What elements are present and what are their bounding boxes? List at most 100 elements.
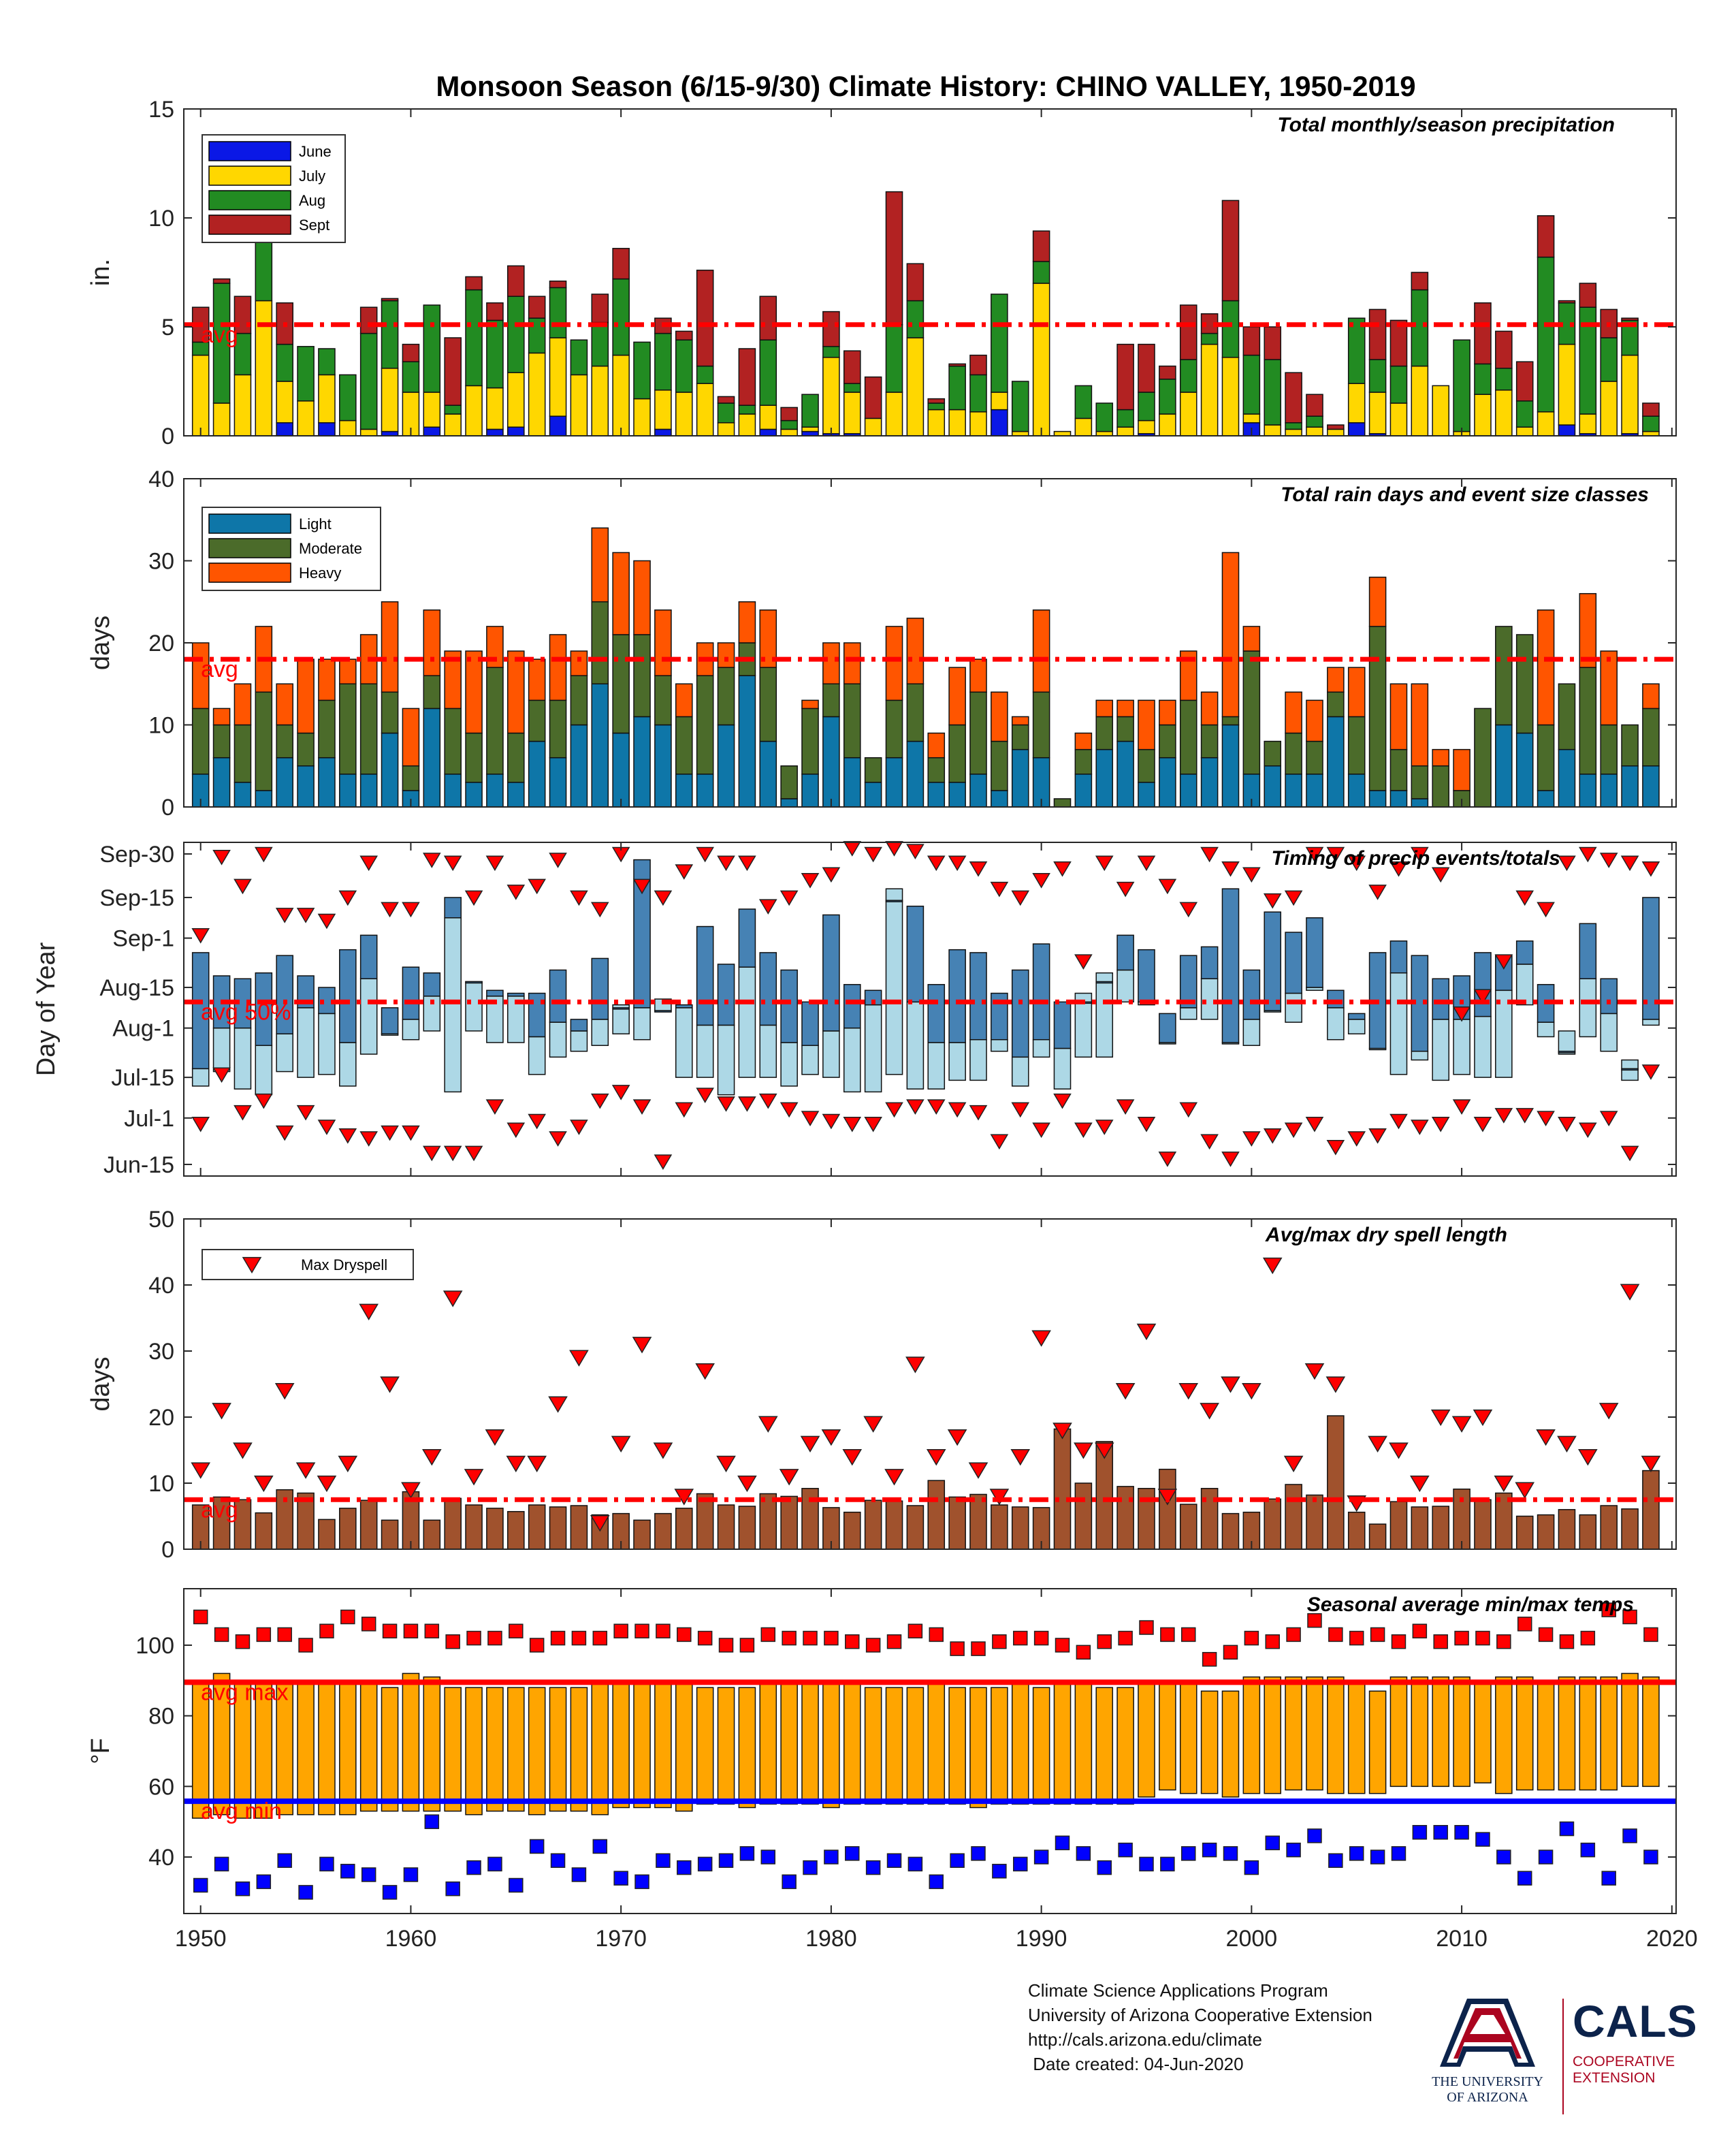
extreme-max-marker	[1349, 1630, 1364, 1646]
extreme-max-marker	[1202, 1651, 1217, 1667]
max-dry-spell-marker	[842, 1449, 863, 1466]
rain-day-bar-segment	[549, 634, 567, 701]
precip-bar-segment	[1179, 304, 1197, 360]
last-event-marker	[738, 855, 756, 872]
rain-day-bar-segment	[1074, 774, 1093, 808]
avg-dry-spell-bar	[381, 1519, 399, 1550]
precip-bar-segment	[1558, 300, 1576, 304]
precip-bar-segment	[486, 302, 504, 321]
temp-range-bar	[234, 1680, 252, 1819]
precip-bar-segment	[675, 330, 693, 340]
first-event-marker	[1411, 1120, 1429, 1135]
rain-day-bar-segment	[1515, 732, 1534, 808]
rain-day-bar-segment	[1347, 716, 1366, 775]
rain-day-bar-segment	[318, 757, 336, 808]
max-dry-spell-marker	[1368, 1435, 1387, 1453]
extreme-max-marker	[971, 1641, 986, 1656]
rain-day-bar-segment	[1116, 740, 1134, 808]
rain-day-bar-segment	[318, 699, 336, 759]
footer-line-2: University of Arizona Cooperative Extens…	[1028, 2005, 1372, 2025]
extreme-max-marker	[760, 1627, 776, 1642]
extreme-min-marker	[1412, 1825, 1428, 1840]
max-dry-spell-marker	[905, 1356, 925, 1374]
timing-bar-early	[359, 978, 378, 1055]
precip-bar-segment	[255, 300, 273, 436]
precip-bar-segment	[1389, 319, 1408, 367]
temp-range-bar	[1474, 1680, 1492, 1783]
first-event-marker	[191, 1116, 210, 1132]
temp-range-bar	[1453, 1676, 1470, 1788]
max-dry-spell-marker	[254, 1475, 274, 1493]
precip-bar-segment	[906, 300, 925, 338]
max-dry-spell-marker	[884, 1469, 904, 1486]
last-event-marker	[1641, 861, 1660, 877]
first-event-marker	[1158, 1152, 1177, 1167]
rain-day-bar-segment	[1368, 626, 1387, 791]
timing-bar-late	[276, 955, 293, 1034]
average-label: avg max	[201, 1679, 289, 1705]
timing-bar-early	[1011, 1056, 1029, 1087]
precip-bar-segment	[318, 374, 336, 424]
extreme-max-marker	[865, 1638, 881, 1653]
rain-day-bar-segment	[1032, 757, 1050, 808]
timing-panel: avg 50% Jun-15 Jul-1 Jul-15 Aug-1 Aug-15 Sep-1…	[32, 841, 1677, 1178]
y-tick-label: Sep-30	[99, 842, 174, 868]
rain-day-bar-segment	[1327, 667, 1345, 693]
last-event-marker	[1095, 855, 1114, 872]
y-tick-label: 0	[161, 795, 174, 821]
precip-bar-segment	[822, 311, 840, 347]
precip-bar-segment	[423, 392, 441, 428]
avg-dry-spell-bar	[864, 1499, 882, 1550]
extreme-max-marker	[193, 1609, 208, 1625]
last-event-marker	[717, 855, 735, 872]
precip-bar-segment	[465, 385, 483, 436]
avg-dry-spell-bar	[1264, 1498, 1282, 1550]
max-dry-spell-marker	[1325, 1376, 1346, 1393]
timing-bar-early	[1242, 1019, 1261, 1047]
rain-day-bar-segment	[1032, 691, 1050, 759]
last-event-marker	[1368, 885, 1387, 900]
rain-day-bar-segment	[1011, 724, 1029, 750]
footer-line-3[interactable]: http://cals.arizona.edu/climate	[1028, 2029, 1262, 2050]
timing-bar-early	[991, 1038, 1008, 1052]
extreme-max-marker	[992, 1634, 1007, 1649]
y-tick-label: 10	[148, 713, 174, 739]
y-axis-label: in.	[86, 259, 115, 286]
extreme-min-marker	[214, 1856, 229, 1872]
rain-day-bar-segment	[423, 675, 441, 710]
precip-bar-segment	[591, 293, 609, 323]
average-label: avg	[201, 1497, 238, 1523]
precip-bar-segment	[507, 426, 525, 436]
temp-range-bar	[212, 1672, 231, 1815]
last-event-marker	[1579, 846, 1597, 863]
avg-dry-spell-bar	[507, 1510, 525, 1550]
last-event-marker	[1263, 893, 1282, 909]
rain-day-bar-segment	[1138, 782, 1155, 808]
temp-range-bar	[402, 1672, 420, 1812]
panel-title: Total rain days and event size classes	[1281, 483, 1649, 506]
timing-bar-early	[843, 1027, 861, 1093]
rain-day-bar-segment	[528, 658, 546, 701]
timing-bar-early	[1389, 972, 1408, 1075]
max-dry-spell-marker	[380, 1376, 400, 1393]
extreme-min-marker	[845, 1846, 860, 1861]
timing-bar-early	[549, 1021, 567, 1058]
first-event-marker	[1620, 1145, 1639, 1162]
first-event-marker	[1179, 1102, 1198, 1118]
timing-bar-early	[633, 1007, 651, 1041]
temp-range-bar	[738, 1687, 756, 1809]
y-tick-label: 40	[148, 466, 174, 492]
precip-bar-segment	[885, 324, 903, 393]
average-label: avg	[201, 656, 238, 682]
precip-bar-segment	[991, 409, 1008, 436]
cals-logo: CALS COOPERATIVE EXTENSION	[1573, 1995, 1702, 2086]
last-event-marker	[317, 913, 336, 930]
precip-bar-segment	[696, 383, 714, 436]
extreme-max-marker	[1223, 1645, 1238, 1660]
temp-range-bar	[339, 1683, 357, 1815]
avg-dry-spell-bar	[906, 1505, 925, 1550]
temp-range-bar	[359, 1680, 378, 1812]
temp-range-bar	[1642, 1676, 1660, 1788]
extreme-min-marker	[277, 1853, 292, 1868]
extreme-min-marker	[592, 1839, 608, 1854]
